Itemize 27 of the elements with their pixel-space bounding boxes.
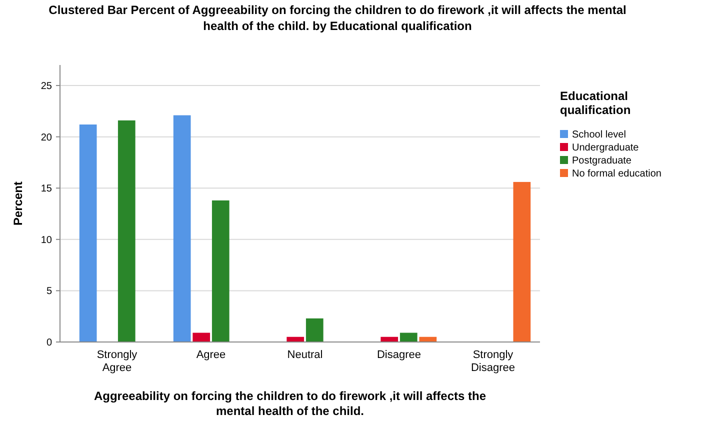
- chart-title: Clustered Bar Percent of Aggreeability on forcing the children to do firework ,it will affects the mental health of the child. by Educational qualification: [48, 3, 626, 33]
- y-axis-title: Percent: [11, 181, 25, 226]
- y-tick-label: 15: [40, 184, 52, 195]
- bar: [212, 200, 230, 342]
- x-tick-label: Agree: [196, 349, 226, 361]
- bar: [79, 124, 97, 342]
- legend-label: No formal education: [572, 168, 662, 180]
- x-tick-label: Neutral: [287, 349, 323, 361]
- x-tick-label: Strongly Agree: [96, 349, 138, 374]
- legend-label: School level: [572, 130, 626, 140]
- x-tick-label: Disagree: [376, 349, 422, 361]
- x-axis-title: Aggreeability on forcing the children to do firework ,it will affects the mental health of the child.: [94, 389, 486, 418]
- y-tick-label: 0: [46, 338, 52, 348]
- y-tick-label: 20: [40, 132, 52, 144]
- bar: [173, 115, 191, 342]
- bar: [306, 318, 324, 342]
- y-tick-label: 5: [46, 286, 52, 298]
- bar: [192, 332, 210, 342]
- bar: [118, 120, 136, 342]
- y-tick-label: 25: [40, 81, 52, 92]
- legend-title: Educational qualification: [560, 89, 631, 117]
- y-tick-label: 10: [40, 234, 52, 246]
- legend-label: Postgraduate: [572, 156, 632, 166]
- x-tick-label: Strongly Disagree: [470, 349, 516, 374]
- legend-label: Undergraduate: [572, 142, 640, 154]
- bar: [400, 332, 418, 342]
- bar: [513, 182, 531, 342]
